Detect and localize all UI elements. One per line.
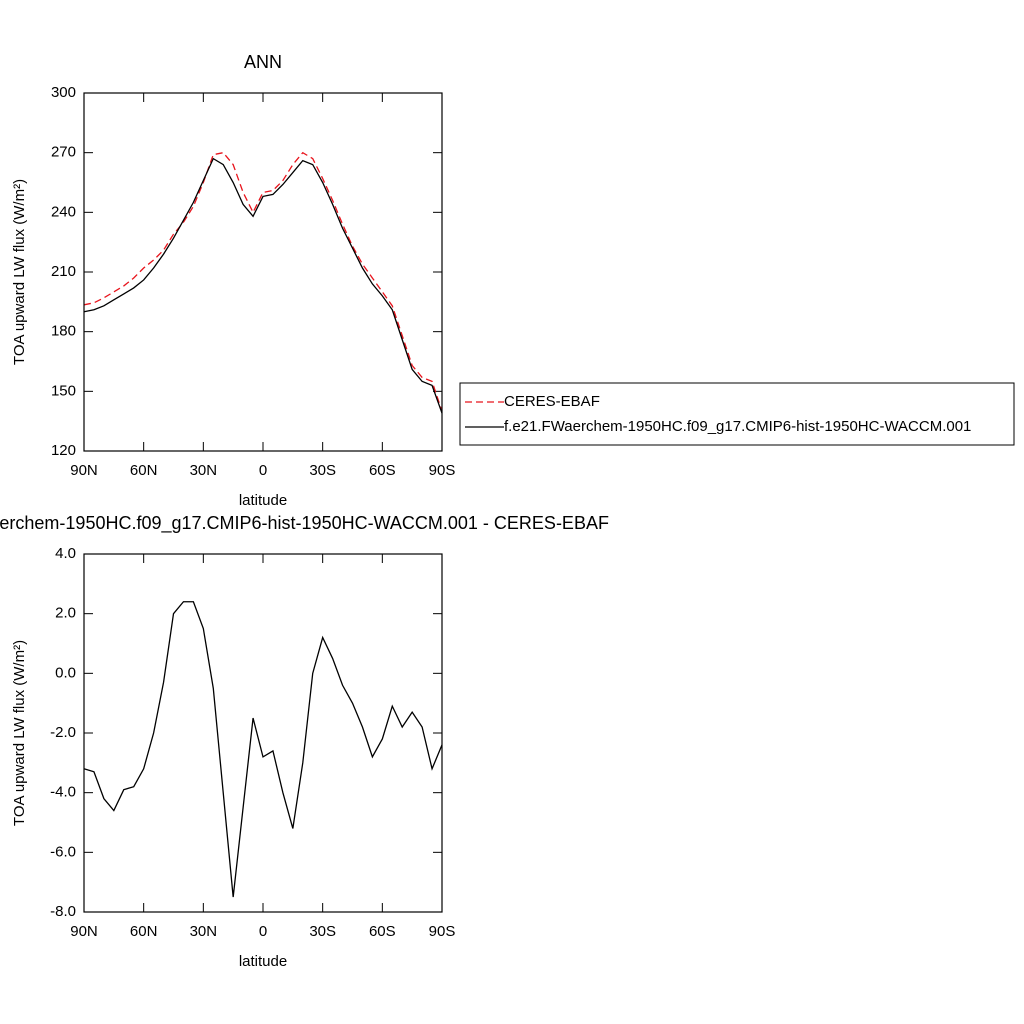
y-tick-label: 270 <box>51 144 76 161</box>
chart-title: f.e21.FWaerchem-1950HC.f09_g17.CMIP6-his… <box>0 513 609 534</box>
y-tick-label: 4.0 <box>55 545 76 562</box>
line-series <box>83 151 443 412</box>
legend-label: f.e21.FWaerchem-1950HC.f09_g17.CMIP6-his… <box>504 418 971 435</box>
x-tick-label: 60S <box>369 923 396 940</box>
x-tick-label: 30S <box>309 462 336 479</box>
x-tick-label: 90N <box>70 462 98 479</box>
legend-label: CERES-EBAF <box>504 393 600 410</box>
y-tick-label: -6.0 <box>50 843 76 860</box>
x-tick-label: 60S <box>369 462 396 479</box>
plot-frame <box>83 553 443 913</box>
plot-frame <box>83 92 443 452</box>
x-tick-label: 60N <box>130 923 158 940</box>
y-tick-label: 240 <box>51 203 76 220</box>
y-axis-label: TOA upward LW flux (W/m²) <box>11 640 28 826</box>
x-tick-label: 90N <box>70 923 98 940</box>
x-tick-label: 0 <box>259 923 267 940</box>
x-axis-label: latitude <box>239 492 287 509</box>
y-tick-label: 120 <box>51 442 76 459</box>
y-tick-label: -8.0 <box>50 903 76 920</box>
y-tick-label: 180 <box>51 323 76 340</box>
x-tick-label: 90S <box>429 462 456 479</box>
y-tick-label: 2.0 <box>55 605 76 622</box>
y-axis-label: TOA upward LW flux (W/m²) <box>11 179 28 365</box>
y-tick-label: 150 <box>51 382 76 399</box>
line-series <box>83 157 443 414</box>
y-tick-label: -2.0 <box>50 724 76 741</box>
x-tick-label: 30S <box>309 923 336 940</box>
legend-box <box>459 382 1015 446</box>
y-tick-label: -4.0 <box>50 784 76 801</box>
y-tick-label: 300 <box>51 84 76 101</box>
line-series <box>83 601 443 898</box>
x-tick-label: 60N <box>130 462 158 479</box>
chart-title: ANN <box>244 52 282 72</box>
y-tick-label: 210 <box>51 263 76 280</box>
x-tick-label: 90S <box>429 923 456 940</box>
x-tick-label: 0 <box>259 462 267 479</box>
y-tick-label: 0.0 <box>55 664 76 681</box>
x-tick-label: 30N <box>190 462 218 479</box>
x-tick-label: 30N <box>190 923 218 940</box>
x-axis-label: latitude <box>239 953 287 970</box>
